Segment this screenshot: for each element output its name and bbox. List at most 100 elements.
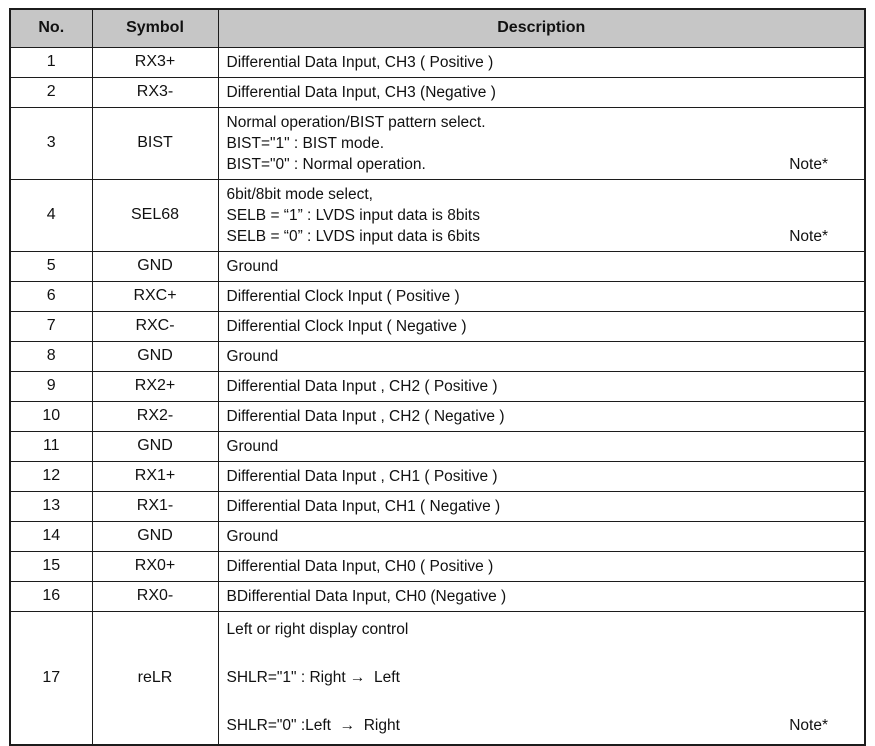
pin-description-cell: Differential Data Input, CH3 (Negative ) — [217, 76, 866, 108]
description-text: Differential Data Input , CH2 ( Negative… — [226, 407, 505, 425]
table-row: 1 RX3+ Differential Data Input, CH3 ( Posi… — [9, 46, 866, 78]
note-label: Note* — [789, 716, 828, 734]
pin-description-cell: Differential Data Input, CH0 ( Positive … — [217, 550, 866, 582]
pin-symbol-cell: GND — [91, 430, 219, 462]
pin-symbol-cell: RX2- — [91, 400, 219, 432]
pin-symbol-cell: RXC- — [91, 310, 219, 342]
description-text: Differential Data Input, CH0 ( Positive … — [226, 557, 494, 575]
pin-description-cell: Ground — [217, 430, 866, 462]
pin-symbol-cell: RX1+ — [91, 460, 219, 492]
pin-symbol-cell: RX2+ — [91, 370, 219, 402]
pin-symbol-cell: SEL68 — [91, 178, 219, 252]
pin-number-cell: 17 — [9, 610, 93, 745]
description-line: SHLR="0" :Left → Right Note* — [227, 714, 857, 738]
pin-symbol-cell: RX0- — [91, 580, 219, 612]
table-row: 5 GND Ground — [9, 250, 866, 282]
pin-description-cell: Left or right display control SHLR="1" : … — [217, 610, 866, 745]
pin-symbol-cell: BIST — [91, 106, 219, 180]
description-line — [227, 642, 857, 666]
description-line: SELB = “0” : LVDS input data is 6bits Not… — [227, 226, 857, 247]
pin-description-cell: BDifferential Data Input, CH0 (Negative … — [217, 580, 866, 612]
description-text: Differential Clock Input ( Negative ) — [226, 317, 467, 335]
description-text: 6bit/8bit mode select, — [226, 185, 373, 203]
pin-symbol-cell: reLR — [91, 610, 219, 745]
pin-description-cell: Differential Data Input, CH1 ( Negative … — [217, 490, 866, 522]
pin-description-cell: Normal operation/BIST pattern select. BIS… — [217, 106, 866, 180]
description-text: SHLR="0" :Left → Right — [226, 716, 400, 734]
description-line: Differential Data Input, CH3 (Negative ) — [227, 82, 857, 103]
table-row: 11 GND Ground — [9, 430, 866, 462]
description-text: SHLR="1" : Right → Left — [226, 668, 400, 686]
pin-description-cell: Differential Clock Input ( Negative ) — [217, 310, 866, 342]
table-row: 15 RX0+ Differential Data Input, CH0 ( Pos… — [9, 550, 866, 582]
pin-description-cell: Differential Clock Input ( Positive ) — [217, 280, 866, 312]
description-text: Ground — [226, 257, 279, 275]
description-text: Differential Data Input , CH2 ( Positive… — [226, 377, 498, 395]
table-row: 9 RX2+ Differential Data Input , CH2 ( Pos… — [9, 370, 866, 402]
description-line: Ground — [227, 346, 857, 367]
pin-number-cell: 7 — [9, 310, 93, 342]
description-line: BIST="0" : Normal operation. Note* — [227, 154, 857, 175]
description-line: Ground — [227, 436, 857, 457]
pin-number-cell: 11 — [9, 430, 93, 462]
table-row: 16 RX0- BDifferential Data Input, CH0 (Neg… — [9, 580, 866, 612]
description-line: SHLR="1" : Right → Left — [227, 666, 857, 690]
pin-description-cell: Ground — [217, 250, 866, 282]
table-row: 2 RX3- Differential Data Input, CH3 (Negat… — [9, 76, 866, 108]
description-text: Differential Data Input, CH3 (Negative ) — [226, 83, 496, 101]
description-text: Left or right display control — [226, 620, 409, 638]
pin-description-cell: Differential Data Input, CH3 ( Positive … — [217, 46, 866, 78]
pin-symbol-cell: RX3+ — [91, 46, 219, 78]
pin-symbol-cell: RX3- — [91, 76, 219, 108]
description-text: Ground — [226, 527, 279, 545]
description-line: Differential Data Input, CH1 ( Negative … — [227, 496, 857, 517]
description-line: Differential Data Input , CH1 ( Positive… — [227, 466, 857, 487]
description-text: SELB = “1” : LVDS input data is 8bits — [226, 206, 480, 224]
note-label: Note* — [789, 155, 828, 173]
pin-symbol-cell: RXC+ — [91, 280, 219, 312]
pin-description-cell: Differential Data Input , CH2 ( Positive… — [217, 370, 866, 402]
pin-number-cell: 4 — [9, 178, 93, 252]
pin-description-cell: Ground — [217, 340, 866, 372]
pin-symbol-cell: GND — [91, 340, 219, 372]
description-text: Normal operation/BIST pattern select. — [226, 113, 486, 131]
pin-number-cell: 12 — [9, 460, 93, 492]
description-line: Differential Data Input, CH3 ( Positive … — [227, 52, 857, 73]
pin-number-cell: 9 — [9, 370, 93, 402]
description-line: Differential Data Input , CH2 ( Negative… — [227, 406, 857, 427]
pin-description-cell: Ground — [217, 520, 866, 552]
description-line: BDifferential Data Input, CH0 (Negative … — [227, 586, 857, 607]
pin-number-cell: 6 — [9, 280, 93, 312]
description-text: Differential Data Input, CH3 ( Positive … — [226, 53, 494, 71]
pin-number-cell: 2 — [9, 76, 93, 108]
description-line: Differential Data Input , CH2 ( Positive… — [227, 376, 857, 397]
description-text: BIST="0" : Normal operation. — [226, 155, 426, 173]
table-row: 7 RXC- Differential Clock Input ( Negative… — [9, 310, 866, 342]
pin-symbol-cell: RX1- — [91, 490, 219, 522]
pin-number-cell: 8 — [9, 340, 93, 372]
table-row: 10 RX2- Differential Data Input , CH2 ( Ne… — [9, 400, 866, 432]
description-line: Differential Clock Input ( Negative ) — [227, 316, 857, 337]
description-text: Ground — [226, 347, 279, 365]
pin-number-cell: 14 — [9, 520, 93, 552]
description-text: Ground — [226, 437, 279, 455]
column-header-description: Description — [217, 8, 866, 48]
description-line: SELB = “1” : LVDS input data is 8bits — [227, 205, 857, 226]
pin-symbol-cell: RX0+ — [91, 550, 219, 582]
pin-number-cell: 15 — [9, 550, 93, 582]
description-text: Differential Clock Input ( Positive ) — [226, 287, 460, 305]
column-header-symbol: Symbol — [91, 8, 219, 48]
pin-number-cell: 5 — [9, 250, 93, 282]
table-row: 13 RX1- Differential Data Input, CH1 ( Neg… — [9, 490, 866, 522]
table-row: 14 GND Ground — [9, 520, 866, 552]
pin-number-cell: 13 — [9, 490, 93, 522]
description-text: BDifferential Data Input, CH0 (Negative … — [226, 587, 507, 605]
description-line: BIST="1" : BIST mode. — [227, 133, 857, 154]
pin-description-cell: 6bit/8bit mode select, SELB = “1” : LVDS … — [217, 178, 866, 252]
header-row: No. Symbol Description — [9, 8, 866, 48]
table-header: No. Symbol Description — [9, 8, 866, 48]
description-line: Ground — [227, 526, 857, 547]
table-row: 4 SEL68 6bit/8bit mode select, SELB = “1” :… — [9, 178, 866, 252]
description-line: Ground — [227, 256, 857, 277]
